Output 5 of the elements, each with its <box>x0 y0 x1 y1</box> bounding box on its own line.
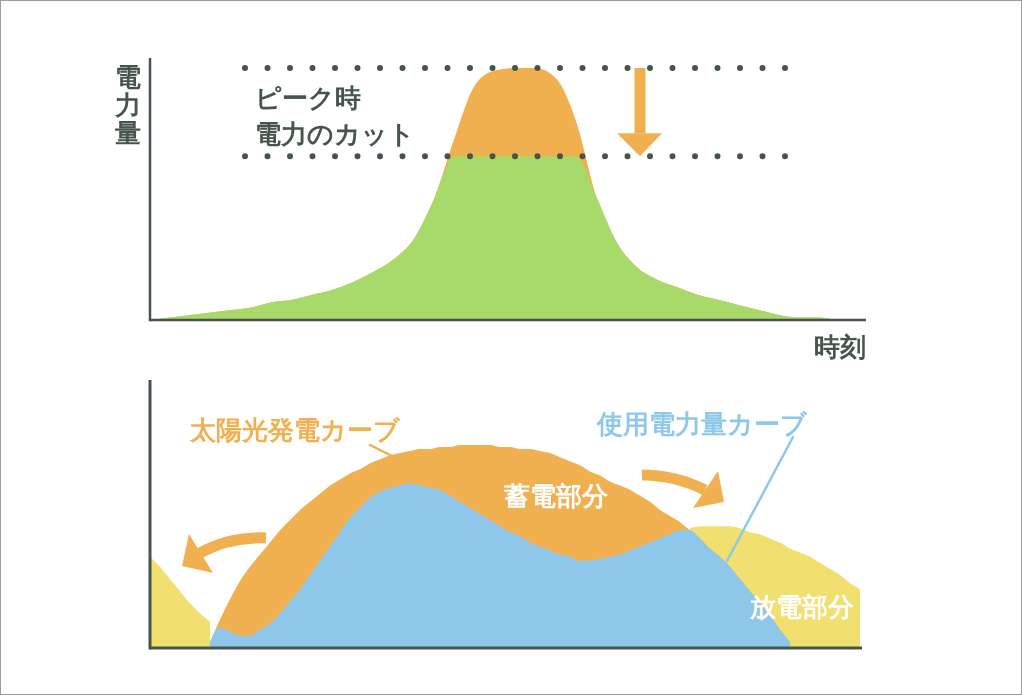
annotation: 蓄電部分 <box>504 481 608 511</box>
y-axis-title: 電力量 <box>115 62 141 148</box>
annotation: 電力のカット <box>255 119 415 149</box>
annotation: ピーク時 <box>255 83 361 113</box>
x-axis-title: 時刻 <box>814 332 866 362</box>
